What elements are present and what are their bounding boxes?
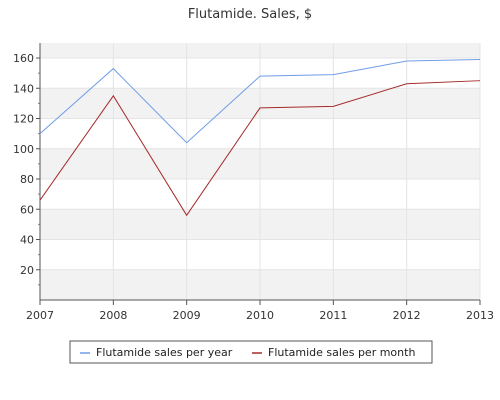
x-tick-label: 2013 [466, 309, 494, 322]
x-tick-label: 2009 [173, 309, 201, 322]
y-tick-label: 140 [13, 82, 34, 95]
plot-axes: 20 40 60 80 100 120 140 160 2007 2008 2009 2010 2011… [13, 43, 494, 322]
series-line-1 [39, 59, 481, 144]
chart-title: Flutamide. Sales, $ [188, 7, 312, 22]
y-tick-label: 120 [13, 113, 34, 126]
x-tick-label: 2008 [99, 309, 127, 322]
x-tick-label: 2010 [246, 309, 274, 322]
legend-box [69, 340, 433, 364]
y-tick-label: 80 [20, 173, 34, 186]
legend: Flutamide sales per year Flutamide sales … [69, 340, 433, 364]
x-tick-label: 2011 [319, 309, 347, 322]
legend-label-1: Flutamide sales per year [96, 346, 233, 359]
x-tick-label: 2012 [393, 309, 421, 322]
y-tick-label: 40 [20, 234, 34, 247]
y-tick-label: 100 [13, 143, 34, 156]
y-tick-label: 20 [20, 264, 34, 277]
x-tick-label: 2007 [26, 309, 54, 322]
y-tick-label: 60 [20, 203, 34, 216]
series-line-2 [39, 80, 481, 217]
legend-label-2: Flutamide sales per month [268, 346, 415, 359]
y-tick-label: 160 [13, 52, 34, 65]
plot-series [39, 59, 481, 217]
